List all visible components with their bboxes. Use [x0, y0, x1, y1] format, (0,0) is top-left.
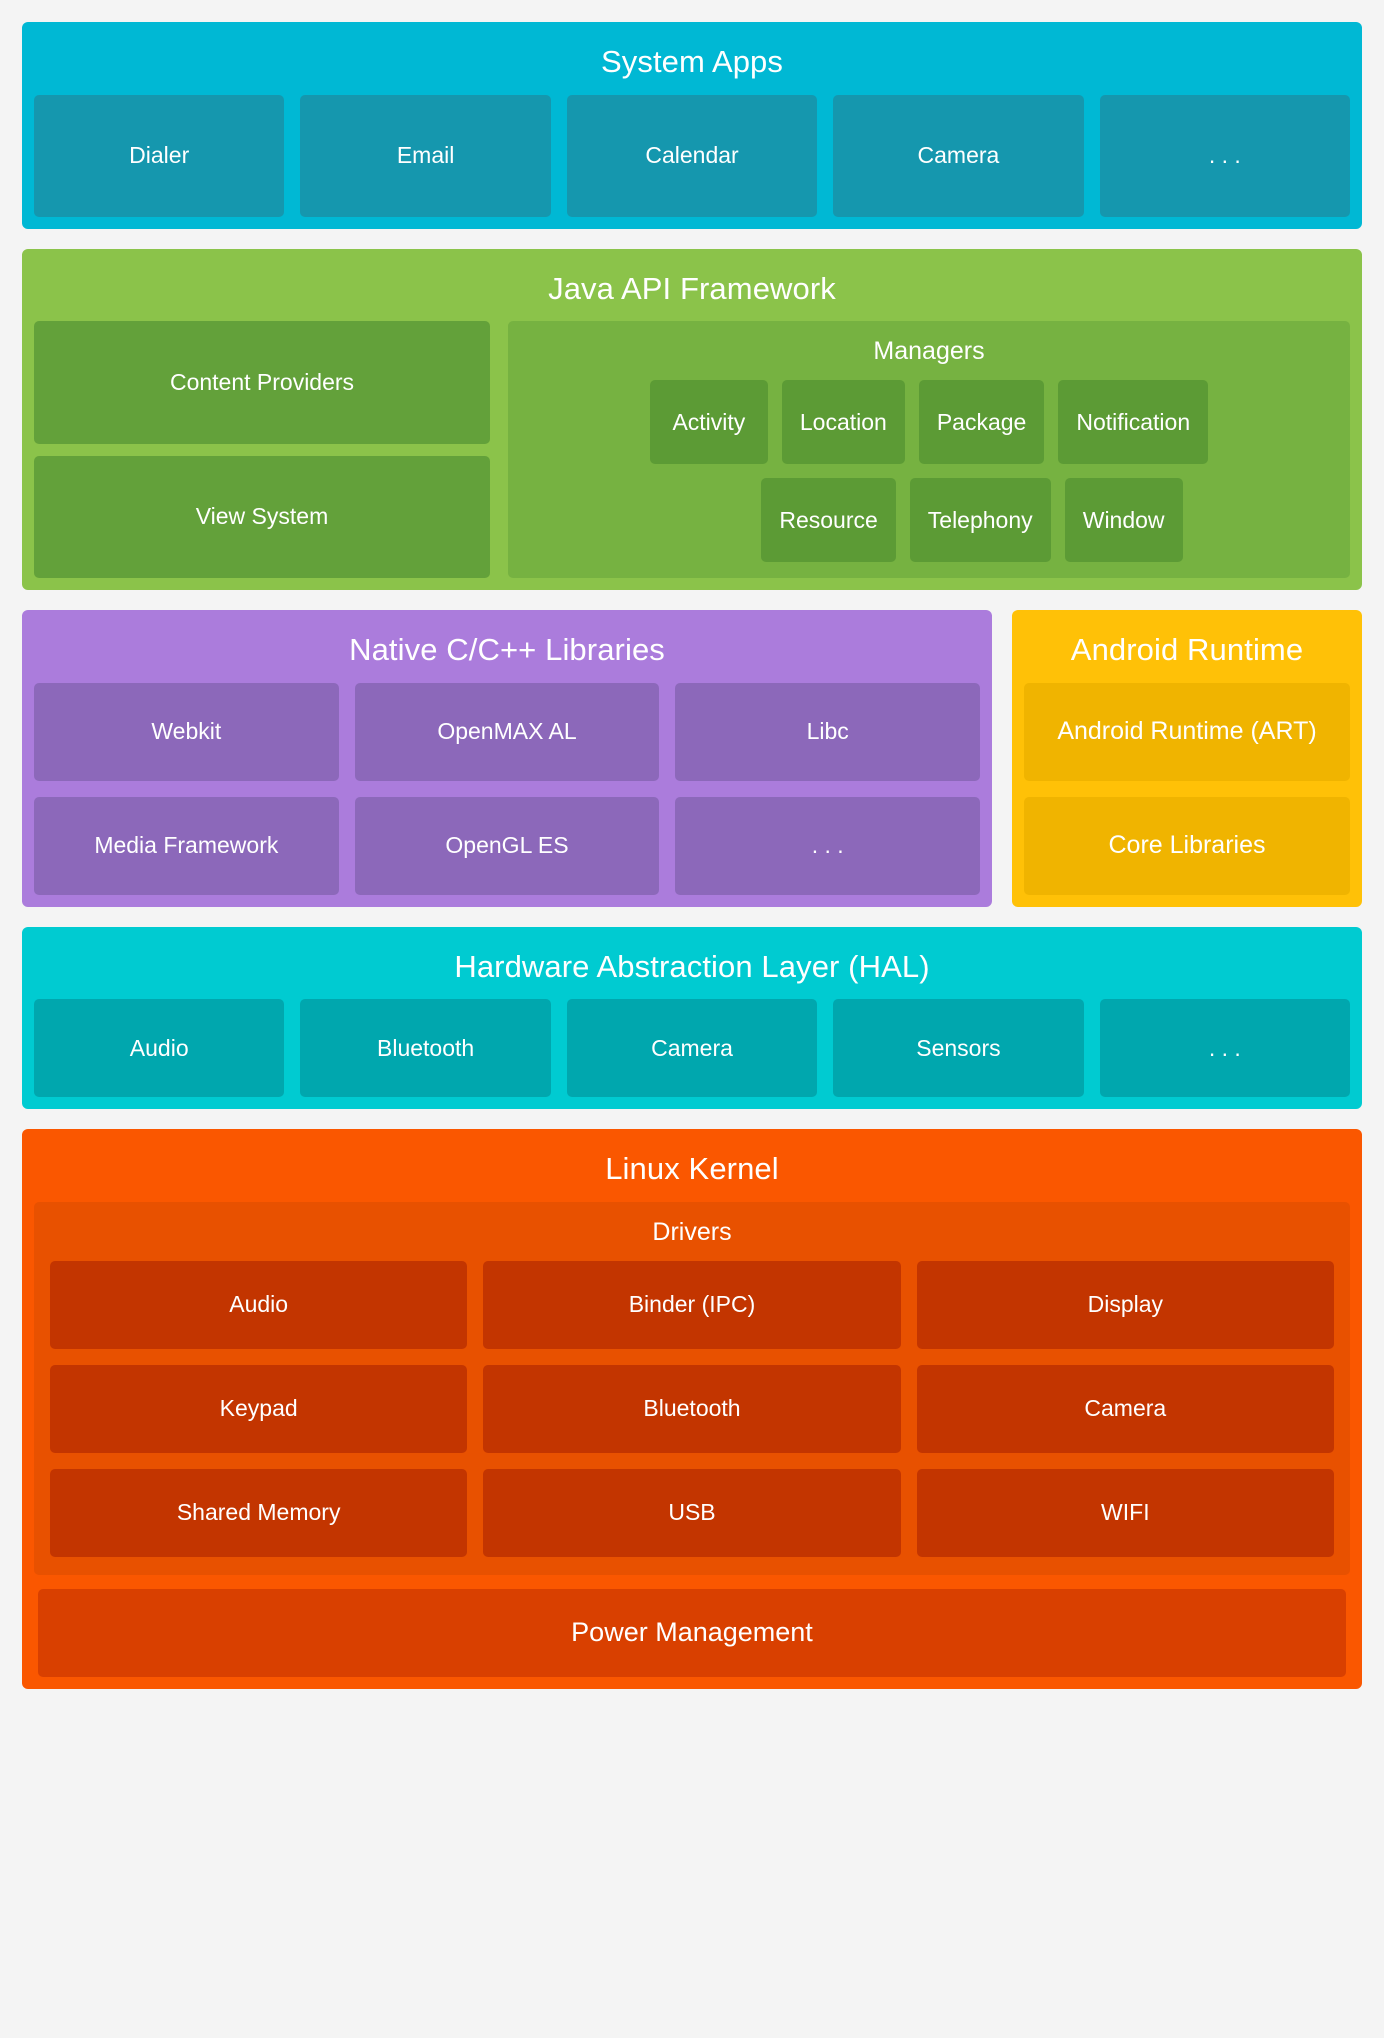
managers-row-2: Resource Telephony Window [608, 478, 1336, 563]
tile-hal-bluetooth[interactable]: Bluetooth [300, 999, 551, 1098]
managers-title: Managers [873, 337, 985, 366]
tile-driver-display[interactable]: Display [916, 1260, 1334, 1349]
tile-telephony-manager[interactable]: Telephony [909, 478, 1051, 563]
android-runtime-row-1: Android Runtime (ART) [1024, 682, 1350, 781]
tile-resource-manager[interactable]: Resource [761, 478, 896, 563]
tile-opengl-es[interactable]: OpenGL ES [354, 796, 660, 895]
tile-window-manager[interactable]: Window [1064, 478, 1183, 563]
tile-driver-camera[interactable]: Camera [916, 1364, 1334, 1453]
layer-hardware-abstraction-layer: Hardware Abstraction Layer (HAL) Audio B… [22, 926, 1362, 1110]
layer-java-api-framework: Java API Framework Content Providers Vie… [22, 248, 1362, 591]
layer-title-android-runtime: Android Runtime [1070, 632, 1304, 668]
hal-tile-row: Audio Bluetooth Camera Sensors . . . [34, 999, 1351, 1098]
tile-driver-bluetooth[interactable]: Bluetooth [483, 1364, 901, 1453]
system-apps-tile-row: Dialer Email Calendar Camera . . . [34, 94, 1351, 217]
tile-driver-usb[interactable]: USB [483, 1468, 901, 1557]
layer-linux-kernel: Linux Kernel Drivers Audio Binder (IPC) … [22, 1129, 1362, 1689]
tile-activity-manager[interactable]: Activity [649, 380, 768, 465]
layer-title-hal: Hardware Abstraction Layer (HAL) [454, 948, 930, 984]
tile-driver-wifi[interactable]: WIFI [916, 1468, 1334, 1557]
managers-row-1: Activity Location Package Notification [522, 380, 1336, 465]
framework-body: Content Providers View System Managers A… [34, 321, 1350, 579]
native-libraries-row-1: Webkit OpenMAX AL Libc [34, 682, 981, 781]
drivers-row-3: Shared Memory USB WIFI [50, 1468, 1334, 1557]
tile-core-libraries[interactable]: Core Libraries [1024, 796, 1350, 895]
tile-calendar[interactable]: Calendar [566, 94, 818, 217]
tile-openmax-al[interactable]: OpenMAX AL [354, 682, 660, 781]
tile-driver-shared-memory[interactable]: Shared Memory [50, 1468, 468, 1557]
tile-dialer[interactable]: Dialer [34, 94, 285, 217]
layer-system-apps: System Apps Dialer Email Calendar Camera… [22, 22, 1362, 229]
tile-package-manager[interactable]: Package [918, 380, 1045, 465]
tile-webkit[interactable]: Webkit [34, 682, 339, 781]
tile-media-framework[interactable]: Media Framework [34, 796, 339, 895]
drivers-title: Drivers [652, 1217, 732, 1246]
managers-group: Managers Activity Location Package Notif… [508, 321, 1350, 579]
layer-title-java-api-framework: Java API Framework [548, 270, 836, 306]
tile-power-management[interactable]: Power Management [38, 1588, 1346, 1677]
tile-more-apps[interactable]: . . . [1099, 94, 1351, 217]
tile-driver-binder-ipc[interactable]: Binder (IPC) [483, 1260, 901, 1349]
tile-content-providers[interactable]: Content Providers [34, 321, 490, 444]
tile-hal-sensors[interactable]: Sensors [833, 999, 1084, 1098]
layer-title-linux-kernel: Linux Kernel [605, 1151, 779, 1187]
drivers-row-1: Audio Binder (IPC) Display [50, 1260, 1334, 1349]
tile-driver-audio[interactable]: Audio [50, 1260, 468, 1349]
tile-more-native-libraries[interactable]: . . . [675, 796, 981, 895]
layer-native-libraries: Native C/C++ Libraries Webkit OpenMAX AL… [22, 610, 992, 907]
tile-view-system[interactable]: View System [34, 455, 490, 579]
native-libraries-row-2: Media Framework OpenGL ES . . . [34, 796, 981, 895]
tile-libc[interactable]: Libc [675, 682, 981, 781]
framework-left-column: Content Providers View System [34, 321, 490, 579]
android-runtime-row-2: Core Libraries [1024, 796, 1350, 895]
tile-driver-keypad[interactable]: Keypad [50, 1364, 468, 1453]
tile-location-manager[interactable]: Location [781, 380, 905, 465]
tile-hal-more[interactable]: . . . [1099, 999, 1351, 1098]
layer-title-system-apps: System Apps [600, 44, 783, 79]
drivers-row-2: Keypad Bluetooth Camera [50, 1364, 1334, 1453]
tile-hal-camera[interactable]: Camera [566, 999, 818, 1098]
tile-camera[interactable]: Camera [833, 94, 1084, 217]
layer-android-runtime: Android Runtime Android Runtime (ART) Co… [1012, 610, 1362, 907]
tile-notification-manager[interactable]: Notification [1058, 380, 1209, 465]
middle-row: Native C/C++ Libraries Webkit OpenMAX AL… [22, 610, 1362, 907]
tile-email[interactable]: Email [300, 94, 551, 217]
tile-android-runtime-art[interactable]: Android Runtime (ART) [1024, 682, 1350, 781]
drivers-group: Drivers Audio Binder (IPC) Display Keypa… [34, 1201, 1350, 1575]
layer-title-native-libraries: Native C/C++ Libraries [349, 632, 665, 668]
tile-hal-audio[interactable]: Audio [34, 999, 285, 1098]
